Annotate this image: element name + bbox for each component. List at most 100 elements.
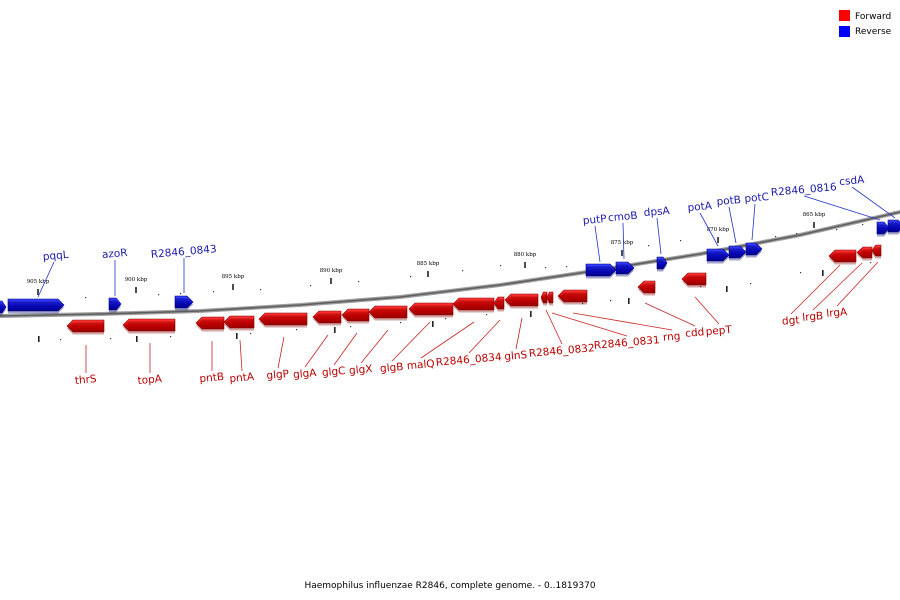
gene-connector bbox=[468, 319, 501, 354]
scale-tick bbox=[135, 287, 137, 293]
minor-tick bbox=[870, 262, 872, 264]
minor-tick bbox=[358, 281, 360, 283]
legend-forward-swatch bbox=[839, 10, 850, 21]
gene-potb[interactable] bbox=[728, 245, 747, 261]
gene-cmob[interactable] bbox=[615, 261, 635, 277]
gene-r2846-0831[interactable] bbox=[546, 291, 554, 306]
gene-putp[interactable] bbox=[585, 263, 617, 279]
gene-label-r2846-0832: R2846_0832 bbox=[528, 342, 595, 360]
scale-label: 900 kbp bbox=[125, 277, 148, 283]
gene-label-cmob: cmoB bbox=[607, 210, 638, 225]
gene-label-lrga: lrgA bbox=[826, 306, 849, 320]
gene-label-glns: glnS bbox=[504, 349, 528, 363]
major-tick bbox=[822, 270, 824, 276]
gene-label-glgp: glgP bbox=[266, 368, 290, 382]
gene-connector bbox=[812, 262, 863, 311]
minor-tick bbox=[350, 326, 352, 328]
gene-label-glgc: glgC bbox=[321, 365, 346, 379]
minor-tick bbox=[796, 233, 798, 235]
minor-tick-marks bbox=[20, 224, 872, 342]
legend-reverse-label: Reverse bbox=[855, 27, 892, 37]
legend-forward-label: Forward bbox=[855, 12, 891, 22]
gene-pqql[interactable] bbox=[7, 298, 65, 314]
minor-tick bbox=[170, 336, 172, 338]
gene-label-pept: pepT bbox=[705, 324, 733, 338]
reverse-genes: pqqL azoR R2846_0843 putP cmoB dpsA potA potB po… bbox=[0, 174, 900, 316]
gene-label-r2846-0831: R2846_0831 bbox=[593, 334, 660, 352]
gene-glgp[interactable] bbox=[258, 312, 308, 328]
gene-fragment[interactable] bbox=[0, 300, 7, 316]
gene-azor[interactable] bbox=[108, 297, 122, 313]
gene-pntb[interactable] bbox=[195, 316, 225, 332]
minor-tick bbox=[610, 300, 612, 302]
gene-label-csda: csdA bbox=[839, 174, 866, 188]
gene-label-pnta: pntA bbox=[229, 371, 255, 385]
minor-tick bbox=[260, 289, 262, 291]
gene-malq[interactable] bbox=[452, 297, 495, 313]
gene-connector bbox=[239, 339, 243, 372]
minor-tick bbox=[486, 314, 488, 316]
gene-dgt[interactable] bbox=[828, 249, 857, 265]
scale-tick bbox=[621, 250, 623, 256]
minor-tick bbox=[296, 329, 298, 331]
gene-connector bbox=[572, 312, 673, 331]
gene-r2846-0816[interactable] bbox=[876, 221, 890, 237]
gene-connector bbox=[333, 332, 358, 366]
gene-connector bbox=[751, 203, 756, 241]
major-tick bbox=[726, 286, 728, 292]
gene-label-malq: malQ bbox=[406, 358, 435, 372]
major-tick bbox=[432, 321, 434, 327]
gene-lrgb[interactable] bbox=[856, 246, 873, 261]
gene-glga[interactable] bbox=[312, 310, 342, 326]
legend: Forward Reverse bbox=[839, 10, 892, 37]
minor-tick bbox=[545, 267, 547, 269]
minor-tick bbox=[250, 333, 252, 335]
gene-label-glgx: glgX bbox=[349, 363, 373, 377]
gene-connector bbox=[622, 222, 625, 260]
gene-label-rng: rng bbox=[663, 330, 681, 343]
gene-label-thrs: thrS bbox=[74, 373, 97, 387]
scale-tick bbox=[330, 278, 332, 284]
scale-label: 865 kbp bbox=[803, 212, 826, 218]
gene-connector bbox=[551, 312, 628, 337]
scale-label: 890 kbp bbox=[320, 268, 343, 274]
gene-connector bbox=[699, 212, 719, 247]
minor-tick bbox=[445, 318, 447, 320]
gene-rng[interactable] bbox=[557, 289, 588, 305]
gene-label-pota: potA bbox=[687, 200, 713, 214]
gene-glgx[interactable] bbox=[368, 305, 408, 321]
scale-label: 870 kbp bbox=[707, 227, 730, 233]
scale-tick bbox=[232, 284, 234, 290]
major-tick bbox=[136, 336, 138, 342]
gene-connector bbox=[836, 261, 879, 307]
gene-pota[interactable] bbox=[706, 248, 730, 264]
scale-label: 880 kbp bbox=[514, 252, 537, 258]
gene-pept[interactable] bbox=[681, 272, 707, 288]
gene-r2846-0843[interactable] bbox=[174, 295, 194, 311]
gene-glgc[interactable] bbox=[341, 308, 370, 324]
minor-tick bbox=[836, 229, 838, 231]
gene-glgb[interactable] bbox=[408, 302, 454, 318]
gene-lrga[interactable] bbox=[871, 244, 882, 259]
gene-label-pqql: pqqL bbox=[42, 249, 69, 263]
scale-label: 895 kbp bbox=[222, 274, 245, 280]
genome-caption: Haemophilus influenzae R2846, complete g… bbox=[304, 581, 595, 591]
gene-dpsa[interactable] bbox=[656, 256, 668, 272]
gene-label-pntb: pntB bbox=[199, 371, 225, 385]
gene-label-potb: potB bbox=[716, 194, 741, 208]
gene-r2846-0834[interactable] bbox=[493, 296, 505, 312]
gene-glns[interactable] bbox=[504, 293, 539, 309]
gene-connector bbox=[277, 336, 285, 369]
scale-tick bbox=[427, 271, 429, 277]
gene-pnta[interactable] bbox=[223, 315, 255, 331]
gene-r2846-0832[interactable] bbox=[540, 291, 548, 306]
gene-cdd[interactable] bbox=[637, 280, 656, 296]
major-tick bbox=[530, 311, 532, 317]
gene-thrs[interactable] bbox=[66, 319, 105, 335]
gene-connector bbox=[391, 321, 431, 362]
minor-tick bbox=[566, 266, 568, 268]
gene-topa[interactable] bbox=[122, 318, 176, 334]
gene-csda[interactable] bbox=[887, 219, 900, 235]
gene-potc[interactable] bbox=[745, 242, 763, 258]
